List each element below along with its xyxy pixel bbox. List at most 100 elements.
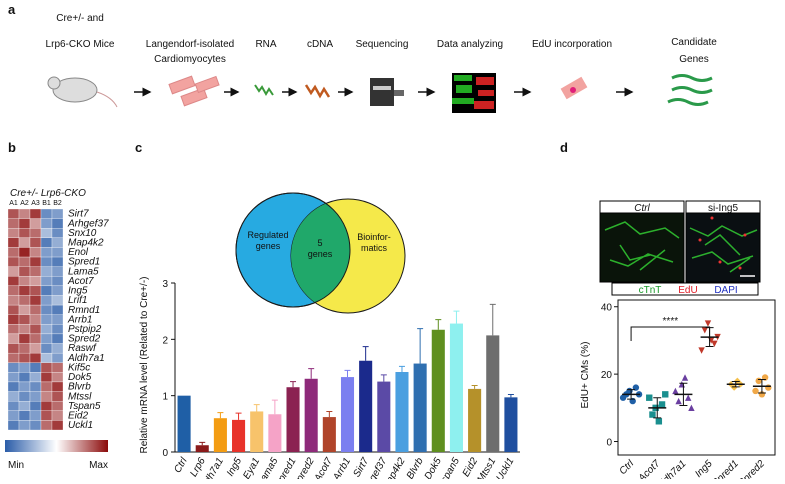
sd-bar [757,379,766,394]
heatmap-cell [18,391,31,402]
heatmap-cell [29,295,42,306]
heatmap-cell [40,228,53,238]
workflow-step: Cre+/- and [56,13,104,24]
stain-label: cTnT [639,285,662,296]
data-point [675,397,682,405]
heatmap-cell [18,218,31,229]
data-point [649,411,656,418]
stain-label: DAPI [714,285,737,296]
bar [395,372,409,452]
venn-label: matics [361,243,388,253]
heatmap-cell [29,228,42,238]
heatmap-cell [29,343,42,354]
heatmap-cell [29,410,42,421]
heatmap-cell [7,410,20,421]
heatmap-title: Cre+/- Lrp6-CKO [10,188,86,199]
y-axis-label: Relative mRNA level (Related to Cre+/-) [139,276,150,453]
panel-label: b [8,140,16,155]
row-label: Sirt7 [68,209,89,220]
heatmap-cell [29,391,42,402]
significance-label: **** [663,316,679,327]
heatmap-cell [51,381,64,392]
heatmap-cell [7,208,20,219]
heatmap-cell [40,266,53,277]
data-point [755,377,762,385]
workflow-step: Data analyzing [437,39,503,50]
significance-bracket [630,326,711,341]
workflow-step: Sequencing [356,39,409,50]
row-label: Lama5 [68,266,99,277]
heatmap-cell [51,218,64,229]
heatmap-cell [40,247,53,258]
heatmap-cell [7,266,20,277]
content: a b c d Cre+/- and Lrp6-CKO Mice Langendorf-is… [5,2,776,484]
heatmap-cell [18,324,31,335]
heatmap-cell [40,352,53,363]
bar [431,329,445,452]
heatmap-cell [7,247,20,258]
row-label: Ing5 [68,286,88,297]
x-tick-label: Uckl1 [494,456,516,479]
heatmap-cell [40,218,53,229]
sd-bar [653,397,662,419]
data-point [752,387,759,395]
heatmap-cell [51,237,64,248]
sd-bar [627,389,636,400]
row-label: Mtssl [68,391,92,402]
heatmap-cell [18,256,31,267]
error-bar [326,410,333,418]
venn-label: genes [256,241,281,251]
data-point [698,347,705,354]
error-bar [380,374,387,382]
heatmap-cell [51,247,64,258]
heatmap-cell [18,401,31,411]
row-label: Enol [68,247,89,258]
y-axis-label: EdU+ CMs (%) [580,342,591,409]
error-bar [489,303,496,336]
heatmap-cell [51,362,64,373]
heatmap-cell [29,237,42,248]
venn-label: genes [308,249,333,259]
heatmap-cell [29,333,42,344]
heatmap-cell [7,314,20,325]
venn-label: Bioinfor- [357,232,391,242]
heatmap-cell [51,333,64,344]
error-bar [435,319,442,330]
row-label: Blvrb [68,382,91,393]
error-bar [235,412,242,420]
heatmap-cell [40,276,53,287]
error-bar [308,368,315,379]
data-point [662,391,669,398]
data-point [688,404,695,412]
heatmap-cell [18,333,31,344]
x-tick-label: Spred1 [710,458,741,479]
y-tick-label: 20 [601,370,613,381]
stain-label: EdU [678,285,697,296]
heatmap-cell [51,304,64,315]
heatmap-cell [18,295,31,306]
heatmap-cell [40,324,53,335]
heatmap-cell [18,276,31,287]
row-label: Tspan5 [68,401,101,412]
heatmap-cell [7,285,20,296]
data-point [678,381,686,388]
panel-label: d [560,140,568,155]
data-point [626,387,633,395]
column-label: A1 [9,200,18,207]
error-bar [344,369,351,378]
heatmap-cell [7,228,20,238]
heatmap-cell [18,314,31,325]
heatmap-cell [7,218,20,229]
y-tick-label: 0 [606,438,612,449]
x-tick-label: Ing5 [693,458,715,479]
error-bar [417,328,424,364]
bar [340,377,355,452]
row-label: Pstpip2 [68,324,102,335]
row-label: Uckl1 [68,420,93,431]
heatmap-cell [18,372,31,383]
row-label: Eid2 [68,410,88,421]
heatmap-cell [51,324,64,335]
heatmap-cell [51,391,64,402]
heatmap-cell [51,228,64,238]
heatmap-cell [7,304,20,315]
